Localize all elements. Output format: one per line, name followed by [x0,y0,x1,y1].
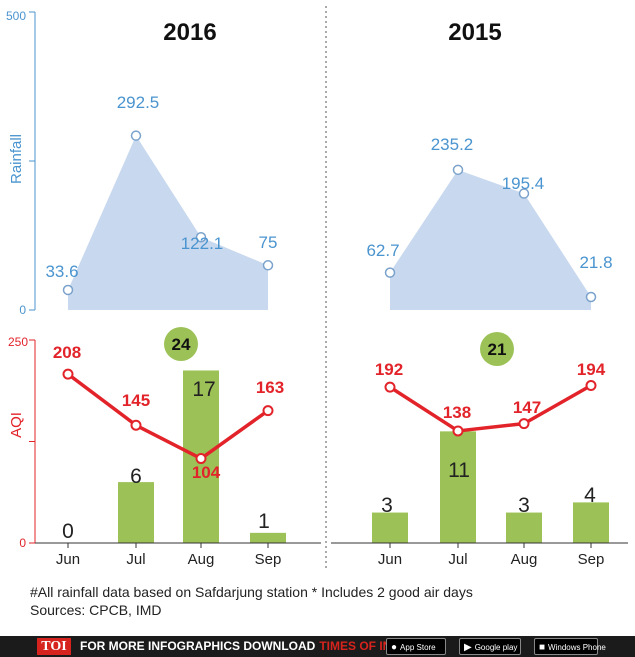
aqi-value-label: 194 [577,360,606,379]
good-days-bar [250,532,286,543]
app-store-label: App Store [400,643,436,652]
aqi-point [262,405,274,417]
promo-label: FOR MORE INFOGRAPHICS DOWNLOAD [80,639,316,653]
aqi-axis-label: AQI [8,412,25,438]
panel-title-2016: 2016 [163,19,216,46]
rainfall-value-label: 235.2 [431,135,474,154]
rainfall-aqi-chart: 500 0 Rainfall 250 0 AQI 2016 33.6 292.5 122.1 75 0… [6,6,628,570]
aqi-point [384,381,396,393]
aqi-value-label: 147 [513,398,541,417]
play-icon: ▶ [464,642,472,653]
good-days-bar [506,512,542,543]
rainfall-area-2015 [390,169,591,310]
rainfall-point [452,164,464,176]
aqi-line-2016 [66,372,270,461]
rainfall-value-label: 62.7 [366,241,399,260]
aqi-point [585,379,597,391]
x-tick-label: Sep [578,551,605,568]
good-days-badge-label: 24 [172,335,191,354]
app-store-button[interactable]: ● App Store [386,638,446,655]
rainfall-point [130,130,142,141]
aqi-point [195,453,207,465]
good-days-bar [372,512,408,543]
aqi-point [130,419,142,431]
x-tick-label: Jun [378,551,402,568]
rainfall-point [585,291,597,303]
rainfall-value-label: 292.5 [117,93,160,112]
rainfall-point [262,260,274,271]
toi-logo[interactable]: TOI [37,638,71,655]
aqi-value-label: 145 [122,391,150,410]
good-days-bar [118,482,154,543]
rainfall-value-label: 75 [259,233,278,252]
rainfall-point [195,231,207,243]
aqi-point [452,425,464,437]
rainfall-value-label: 195.4 [502,174,545,193]
bar-value-label: 3 [518,494,530,517]
x-tick-label: Aug [188,551,215,568]
windows-icon: ■ [539,642,546,653]
rainfall-tick-label: 0 [19,303,26,317]
x-tick-label: Aug [511,551,538,568]
x-tick-label: Jul [448,551,467,568]
good-days-badge [480,332,514,366]
aqi-point [518,418,530,430]
panel-title-2015: 2015 [448,19,501,46]
aqi-tick-label: 0 [19,536,26,550]
aqi-value-label: 163 [256,378,284,397]
google-play-label: Google play [474,643,518,652]
bar-value-label: 17 [192,378,215,401]
windows-phone-button[interactable]: ■ Windows Phone [534,638,606,655]
rainfall-value-label: 33.6 [45,262,78,281]
bar-value-label: 0 [62,520,74,543]
rainfall-value-label: 21.8 [579,253,612,272]
bar-value-label: 1 [258,510,270,533]
rainfall-value-label: 122.1 [181,234,224,253]
aqi-value-label: 208 [53,343,81,362]
aqi-tick-label: 250 [8,335,28,349]
rainfall-point [518,188,530,199]
google-play-button[interactable]: ▶ Google play [459,638,521,655]
bar-value-label: 11 [448,459,470,482]
bar-value-label: 4 [584,484,596,507]
note-line-1: #All rainfall data based on Safdarjung s… [30,584,473,600]
good-days-bar [573,502,609,543]
aqi-value-label: 192 [375,360,403,379]
x-tick-label: Jun [56,551,80,568]
chart-notes: #All rainfall data based on Safdarjung s… [30,583,473,619]
bar-value-label: 6 [130,465,142,488]
rainfall-axis-label: Rainfall [8,134,25,184]
aqi-value-label: 138 [443,403,471,422]
rainfall-tick-label: 500 [6,9,26,23]
good-days-badge-label: 21 [488,340,507,359]
apple-icon: ● [391,642,398,653]
x-tick-label: Jul [126,551,145,568]
good-days-bar [440,431,476,543]
footer-bar: TOI FOR MORE INFOGRAPHICS DOWNLOAD TIMES … [0,636,635,657]
aqi-line-2015 [389,383,592,433]
note-line-2: Sources: CPCB, IMD [30,602,162,618]
aqi-value-label: 104 [192,463,221,482]
x-tick-label: Sep [255,551,282,568]
rainfall-point [384,267,396,278]
good-days-badge [164,327,198,361]
aqi-point [62,368,74,380]
rainfall-point [62,284,74,296]
rainfall-area-2016 [68,135,268,310]
windows-phone-label: Windows Phone [548,643,606,652]
bar-value-label: 3 [381,494,393,517]
